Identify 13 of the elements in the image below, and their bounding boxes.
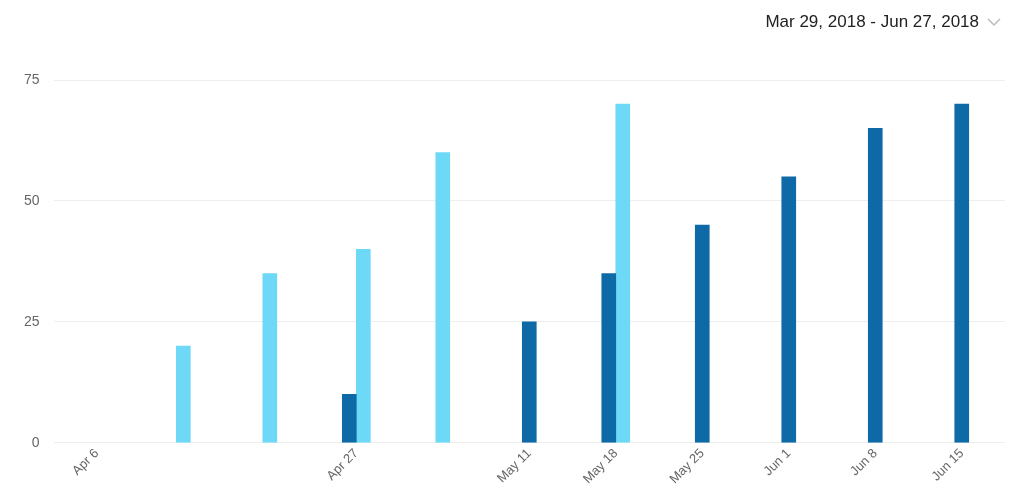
x-tick-label: May 11 [493, 445, 534, 486]
x-tick-label: Apr 6 [68, 445, 102, 478]
y-tick-label: 75 [23, 70, 40, 87]
x-tick-label: May 18 [579, 445, 621, 487]
y-tick-label: 25 [23, 312, 40, 329]
x-tick-label: May 25 [666, 445, 707, 487]
x-tick-label: Jun 1 [760, 445, 794, 479]
y-tick-label: 50 [23, 191, 40, 208]
x-tick-label: Jun 8 [846, 445, 880, 479]
x-tick-label: Jun 15 [928, 445, 967, 484]
y-tick-label: 0 [31, 433, 40, 450]
chart-title: Mar 29, 2018 - Jun 27, 2018 [765, 12, 979, 32]
x-tick-label: Apr 27 [323, 445, 361, 484]
